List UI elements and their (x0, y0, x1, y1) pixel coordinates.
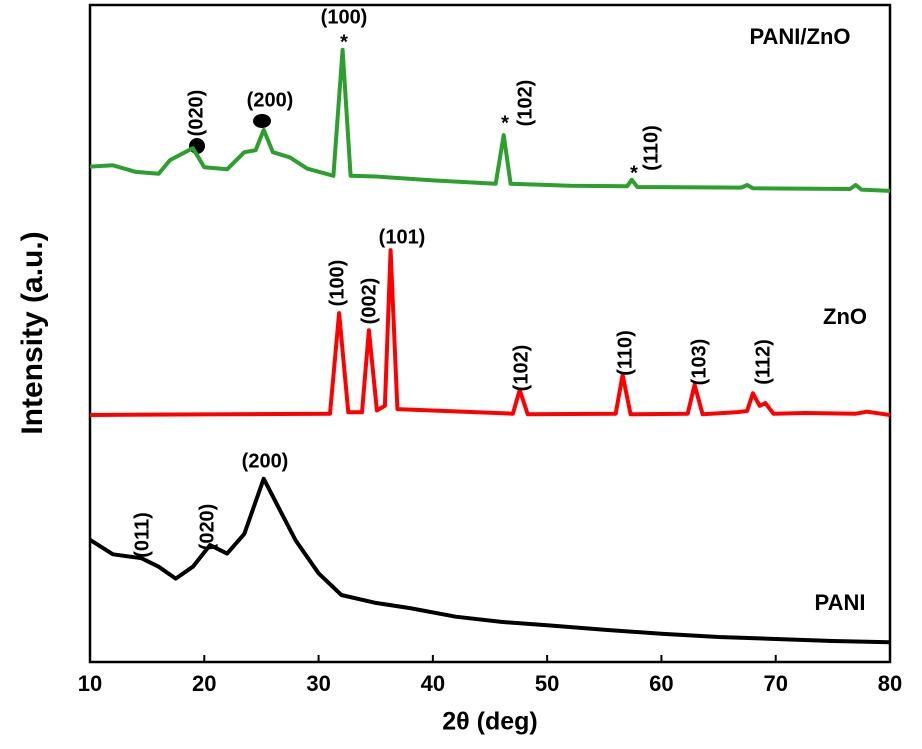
series-name: ZnO (823, 304, 867, 329)
peak-label: (100) (321, 6, 368, 28)
x-tick-label: 40 (421, 671, 445, 696)
peak-label: (011) (131, 512, 153, 558)
x-tick-label: 80 (878, 671, 902, 696)
peak-label: * (340, 31, 348, 53)
peak-label: (101) (379, 226, 426, 248)
peak-label: (200) (247, 89, 294, 111)
peak-label: (110) (640, 125, 662, 171)
peak-label: (100) (326, 260, 348, 307)
peak-label: * (630, 162, 638, 184)
y-axis-label: Intensity (a.u.) (16, 231, 49, 434)
x-tick-label: 30 (306, 671, 330, 696)
peak-label: (102) (514, 80, 536, 127)
peak-label: (020) (185, 90, 207, 137)
plot-frame (88, 3, 892, 664)
x-tick-label: 70 (763, 671, 787, 696)
marker-dot (253, 114, 271, 128)
x-tick-label: 50 (535, 671, 559, 696)
series-line (89, 47, 891, 193)
peak-label: (103) (688, 339, 710, 386)
series-name: PANI/ZnO (749, 24, 850, 49)
peak-label: (112) (752, 339, 774, 385)
x-tick-label: 60 (649, 671, 673, 696)
peak-label: (002) (358, 278, 380, 325)
series-line (89, 248, 891, 417)
peak-label: (020) (196, 504, 218, 551)
x-tick-label: 10 (78, 671, 102, 696)
peak-label: (200) (242, 450, 289, 472)
peak-label: (110) (614, 330, 636, 376)
peak-label: * (501, 112, 509, 134)
peak-label: (102) (510, 345, 532, 392)
x-tick-label: 20 (192, 671, 216, 696)
x-axis-label: 2θ (deg) (442, 708, 537, 736)
series-line (88, 476, 891, 645)
series-name: PANI (815, 590, 866, 615)
